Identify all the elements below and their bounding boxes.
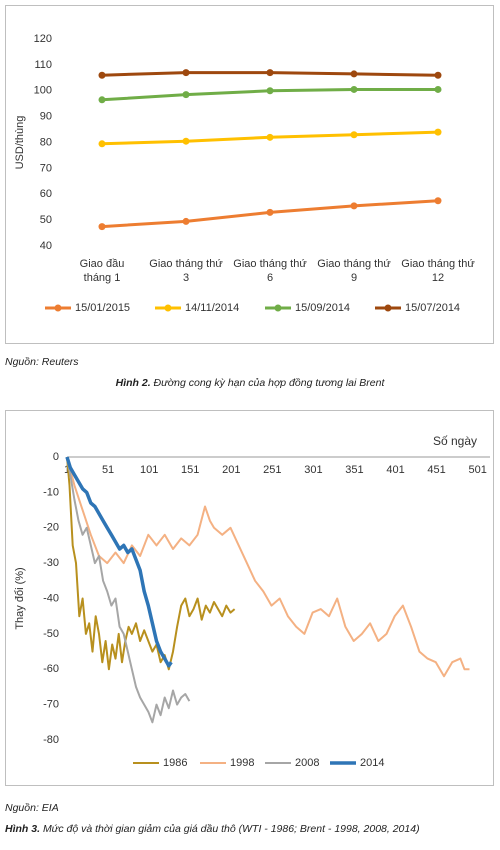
x-tick-label: Giao tháng thứ 6: [233, 258, 307, 284]
y-tick-label: 90: [40, 111, 52, 123]
marker: [266, 133, 274, 141]
y-tick-label: -80: [43, 734, 59, 746]
source: Nguồn: EIA: [5, 802, 59, 814]
marker: [182, 91, 190, 99]
legend-label: 1986: [163, 757, 187, 769]
x-tick-label: 301: [304, 464, 322, 476]
y-tick-label: -60: [43, 663, 59, 675]
marker: [182, 137, 190, 145]
x-tick-label: 1: [64, 464, 70, 476]
y-tick-label: -30: [43, 557, 59, 569]
y-tick-label: -20: [43, 522, 59, 534]
legend-marker: [54, 304, 62, 312]
chart-frame: [5, 5, 494, 344]
x-tick-label: Giao tháng thứ 9: [317, 258, 391, 284]
y-tick-label: 80: [40, 136, 52, 148]
marker: [434, 128, 442, 136]
caption-label: Hình 3.: [5, 823, 40, 835]
source: Nguồn: Reuters: [5, 356, 79, 368]
legend-marker: [384, 304, 392, 312]
x-tick-label: Giao tháng thứ 3: [149, 258, 223, 284]
series-line: [65, 456, 173, 668]
legend-label: 1998: [230, 757, 254, 769]
y-tick-label: 0: [53, 451, 59, 463]
x-tick-label: 401: [386, 464, 404, 476]
marker: [350, 85, 358, 93]
legend-marker: [164, 304, 172, 312]
x-tick-label: 51: [102, 464, 114, 476]
y-tick-label: -40: [43, 592, 59, 604]
y-tick-label: 110: [34, 59, 52, 71]
series-line: [66, 456, 236, 671]
y-tick-label: 120: [34, 33, 52, 45]
y-tick-label: -50: [43, 628, 59, 640]
marker: [434, 197, 442, 205]
y-tick-label: -10: [43, 486, 59, 498]
y-tick-label: 40: [40, 240, 52, 252]
y-tick-label: 100: [34, 85, 52, 97]
x-tick-label: 501: [468, 464, 486, 476]
chart-frame: [5, 410, 494, 786]
legend-marker: [274, 304, 282, 312]
legend-label: 15/07/2014: [405, 302, 460, 314]
x-tick-label: 201: [222, 464, 240, 476]
y-tick-label: 50: [40, 214, 52, 226]
x-tick-label: 351: [345, 464, 363, 476]
caption-label: Hình 2.: [116, 377, 151, 389]
caption: Hình 3. Mức độ và thời gian giảm của giá…: [5, 823, 420, 835]
legend-label: 14/11/2014: [185, 302, 239, 314]
marker: [350, 131, 358, 139]
caption-text: Đường cong kỳ hạn của hợp đồng tương lai…: [154, 377, 386, 389]
marker: [98, 223, 106, 231]
y-tick-label: 70: [40, 162, 52, 174]
x-tick-label: Giao đầu tháng 1: [80, 258, 125, 284]
marker: [182, 217, 190, 225]
x-tick-label: 251: [263, 464, 281, 476]
marker: [98, 140, 106, 148]
marker: [98, 71, 106, 79]
marker: [266, 69, 274, 77]
x-tick-label: 101: [140, 464, 158, 476]
series-line: [66, 456, 191, 724]
legend-label: 15/01/2015: [75, 302, 130, 314]
x-tick-label: Giao tháng thứ 12: [401, 258, 475, 284]
marker: [98, 96, 106, 104]
y-axis-label: Thay đổi (%): [14, 567, 26, 629]
y-tick-label: 60: [40, 188, 52, 200]
marker: [350, 202, 358, 210]
x-tick-label: 451: [427, 464, 445, 476]
marker: [266, 208, 274, 216]
marker: [434, 71, 442, 79]
legend-label: 2014: [360, 757, 384, 769]
x-axis-label: Số ngày: [433, 434, 477, 448]
marker: [266, 87, 274, 95]
marker: [182, 69, 190, 77]
y-axis-label: USD/thùng: [14, 116, 26, 170]
marker: [434, 85, 442, 93]
caption-text: Mức độ và thời gian giảm của giá dầu thô…: [43, 823, 420, 835]
series-line: [66, 456, 470, 678]
caption: Hình 2. Đường cong kỳ hạn của hợp đồng t…: [116, 377, 386, 389]
x-tick-label: 151: [181, 464, 199, 476]
legend-label: 15/09/2014: [295, 302, 350, 314]
marker: [350, 70, 358, 78]
y-tick-label: -70: [43, 699, 59, 711]
legend-label: 2008: [295, 757, 319, 769]
